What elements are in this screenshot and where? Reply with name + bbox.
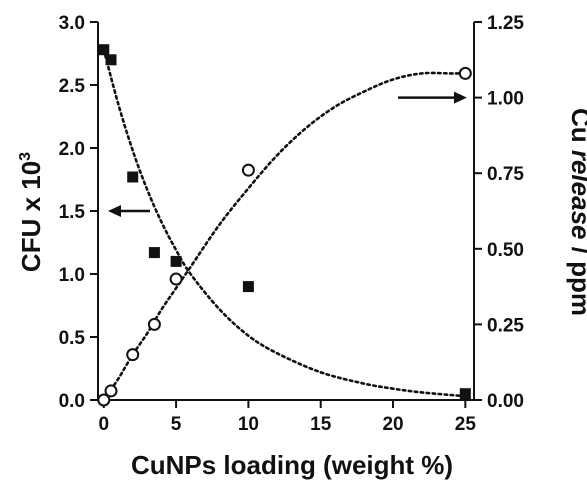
cu-release-data-point — [458, 66, 472, 80]
y-left-tick-label: 0.5 — [59, 328, 86, 349]
fit-curves — [102, 48, 467, 402]
y-left-tick-label: 1.0 — [59, 265, 85, 286]
x-tick-label: 25 — [455, 414, 477, 435]
cu-release-data-point — [104, 384, 118, 398]
cfu-data-point — [105, 54, 117, 66]
y-left-tick-label: 0.0 — [59, 391, 85, 412]
cu-release-data-point — [126, 348, 140, 362]
y-left-axis-title-main: CFU x 10 — [16, 161, 46, 272]
y-left-tick-label: 2.0 — [59, 139, 85, 160]
y-right-tick-label: 0.25 — [487, 315, 524, 336]
y-right-tick-label: 0.00 — [487, 391, 524, 412]
fit-curve-right — [102, 71, 467, 402]
y-right-axis-title-prefix: Cu — [566, 108, 587, 150]
y-right-tick-label: 1.25 — [487, 13, 524, 34]
cfu-data-point — [242, 281, 254, 293]
arrow-left-head — [108, 205, 121, 217]
y-right-axis-title-italic: release — [566, 150, 587, 240]
x-axis-title: CuNPs loading (weight %) — [131, 450, 453, 480]
x-tick-label: 10 — [238, 414, 259, 435]
cfu-data-point — [98, 44, 110, 56]
y-left-axis-title-sup: 3 — [17, 152, 34, 161]
y-right-tick-label: 0.50 — [487, 240, 524, 261]
y-right-tick-label: 0.75 — [487, 164, 524, 185]
cu-release-data-point — [97, 393, 111, 407]
y-left-axis-title: CFU x 103 — [16, 152, 46, 272]
cfu-data-point — [170, 255, 182, 267]
plot-frame — [90, 21, 482, 408]
cu-release-data-point — [169, 272, 183, 286]
cfu-data-point — [459, 388, 471, 400]
y-left-tick-label: 2.5 — [59, 76, 86, 97]
tick-labels: 0 5 10 15 20 25 0.0 0.5 1.0 1.5 2.0 2.5 3.0 0.00 0.25 0… — [59, 13, 525, 435]
annotation-arrows — [108, 91, 467, 217]
y-left-tick-label: 1.5 — [59, 202, 86, 223]
x-tick-label: 5 — [171, 414, 182, 435]
x-tick-label: 20 — [382, 414, 403, 435]
cfu-data-point — [127, 171, 139, 183]
y-right-tick-label: 1.00 — [487, 89, 524, 110]
y-right-axis-title-suffix: / ppm — [566, 239, 587, 316]
data-points — [97, 44, 472, 407]
y-right-axis-title: Cu release / ppm — [566, 108, 587, 316]
x-tick-label: 0 — [98, 414, 109, 435]
cu-release-data-point — [241, 163, 255, 177]
cfu-data-point — [148, 247, 160, 259]
fit-curve-left — [102, 48, 467, 398]
x-tick-label: 15 — [310, 414, 332, 435]
arrow-right-head — [454, 91, 467, 104]
cu-release-data-point — [147, 317, 161, 331]
y-left-tick-label: 3.0 — [59, 13, 85, 34]
